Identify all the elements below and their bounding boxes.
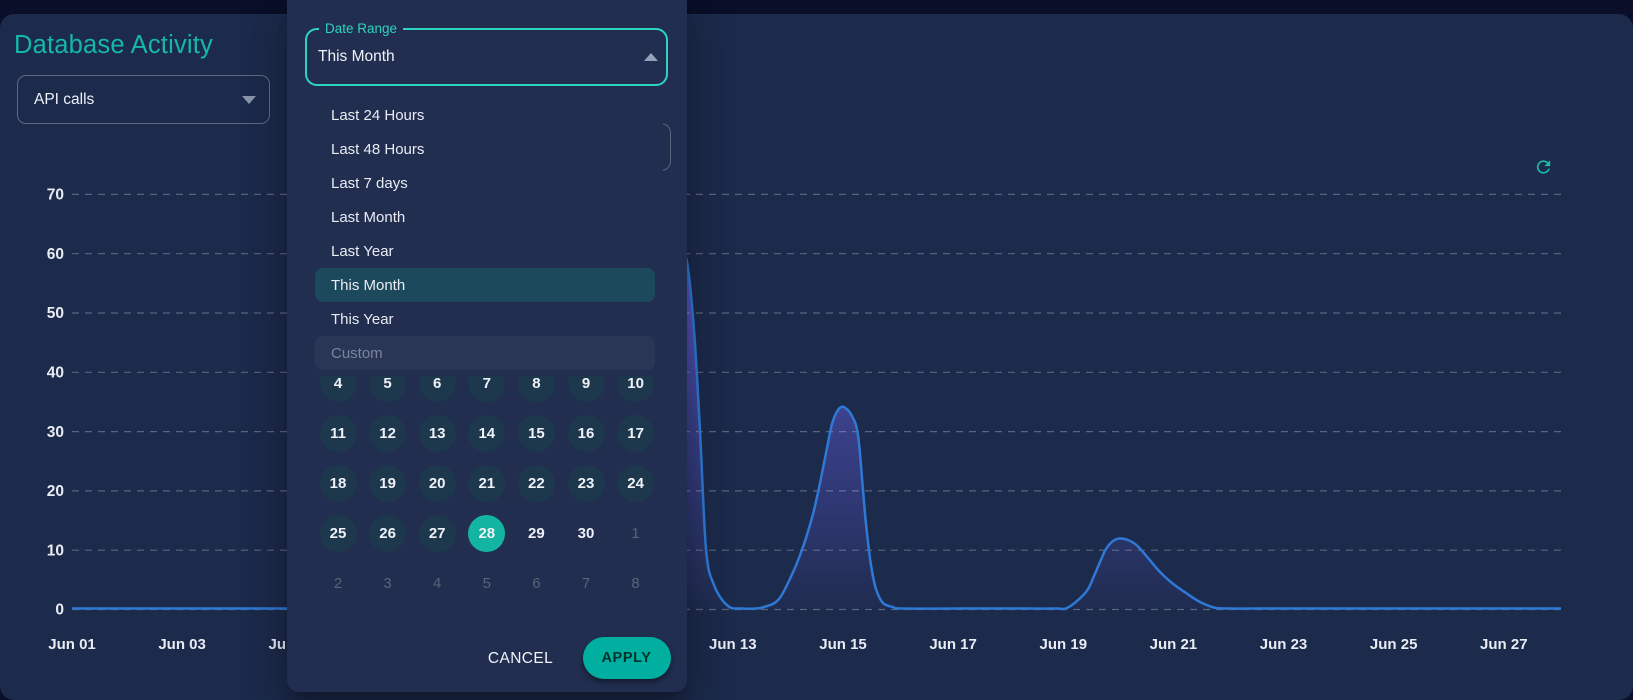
svg-text:50: 50 bbox=[47, 305, 64, 322]
svg-text:Jun 01: Jun 01 bbox=[48, 636, 96, 653]
svg-text:40: 40 bbox=[47, 365, 64, 382]
svg-text:Jun 03: Jun 03 bbox=[158, 636, 206, 653]
svg-text:Jun 25: Jun 25 bbox=[1370, 636, 1418, 653]
svg-text:10: 10 bbox=[47, 542, 64, 559]
svg-text:0: 0 bbox=[55, 602, 64, 619]
svg-text:60: 60 bbox=[47, 246, 64, 263]
svg-text:30: 30 bbox=[47, 424, 64, 441]
svg-text:Jun 13: Jun 13 bbox=[709, 636, 757, 653]
svg-text:70: 70 bbox=[47, 187, 64, 204]
svg-text:Jun 19: Jun 19 bbox=[1040, 636, 1088, 653]
svg-text:Jun 15: Jun 15 bbox=[819, 636, 867, 653]
svg-text:Jun 21: Jun 21 bbox=[1150, 636, 1198, 653]
svg-text:Jun 27: Jun 27 bbox=[1480, 636, 1528, 653]
svg-text:Jun 23: Jun 23 bbox=[1260, 636, 1308, 653]
svg-text:20: 20 bbox=[47, 483, 64, 500]
svg-text:Jun 17: Jun 17 bbox=[929, 636, 977, 653]
